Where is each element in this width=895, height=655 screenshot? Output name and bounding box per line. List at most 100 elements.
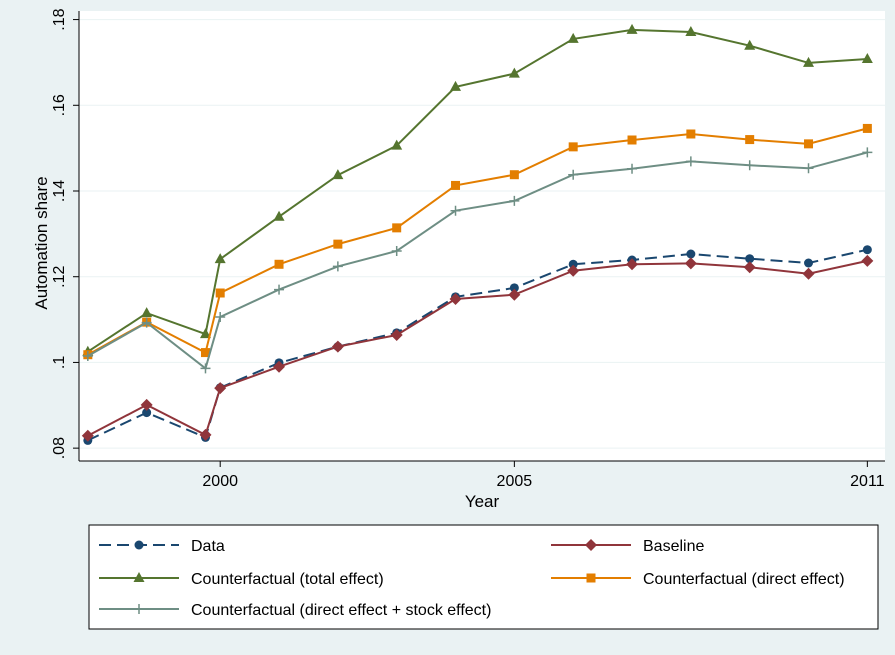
data-point <box>215 312 226 322</box>
data-point <box>142 408 152 418</box>
data-point <box>745 254 755 264</box>
data-point <box>333 239 343 249</box>
x-tick-label: 2000 <box>202 473 238 490</box>
legend-marker <box>133 572 145 582</box>
data-point <box>331 340 344 353</box>
data-point <box>332 261 343 272</box>
y-tick-label: .1 <box>51 356 68 369</box>
data-point <box>200 348 210 358</box>
data-point <box>273 210 285 221</box>
legend-item: Counterfactual (total effect) <box>99 571 384 588</box>
data-point <box>743 261 756 274</box>
legend-label: Data <box>191 538 225 555</box>
legend-label: Counterfactual (total effect) <box>191 571 384 588</box>
data-point <box>862 123 872 133</box>
data-point <box>392 223 402 233</box>
data-point <box>862 147 873 158</box>
data-point <box>509 170 519 180</box>
data-point <box>508 288 521 301</box>
data-point <box>804 139 814 149</box>
data-point <box>509 195 520 206</box>
legend: Data Baseline Counterfactual (total effect… <box>88 524 879 630</box>
data-point <box>274 259 284 269</box>
data-point <box>568 169 579 180</box>
legend-marker <box>134 604 144 614</box>
x-tick-label: 2011 <box>850 473 885 490</box>
y-axis-title: Automation share <box>32 176 51 309</box>
data-point <box>685 26 697 36</box>
data-point <box>214 382 227 395</box>
data-point <box>214 253 226 264</box>
data-point <box>332 169 344 180</box>
x-tick-label: 2005 <box>497 473 533 490</box>
data-point <box>686 249 696 259</box>
data-point <box>627 135 637 145</box>
data-point <box>391 139 403 150</box>
data-point <box>803 56 815 67</box>
data-point <box>626 258 639 271</box>
legend-marker <box>586 573 596 583</box>
data-point <box>509 283 519 293</box>
y-tick-label: .12 <box>51 265 68 287</box>
data-point <box>391 246 402 256</box>
legend-item: Baseline <box>551 538 704 555</box>
data-point <box>626 23 638 34</box>
legend-label: Counterfactual (direct effect) <box>643 571 845 588</box>
series-1 <box>81 254 874 442</box>
data-point <box>684 257 697 270</box>
data-point <box>862 245 872 255</box>
plot-area <box>79 11 885 461</box>
data-point <box>861 53 873 63</box>
data-point <box>568 259 578 269</box>
data-point <box>273 360 286 373</box>
data-point <box>141 317 152 328</box>
data-point <box>450 205 461 216</box>
data-point <box>140 398 153 411</box>
data-point <box>199 428 212 441</box>
series-3 <box>83 123 872 360</box>
legend-marker <box>585 539 597 551</box>
data-point <box>451 180 461 190</box>
data-point <box>685 156 696 167</box>
data-point <box>274 284 285 295</box>
data-point <box>390 329 403 341</box>
data-point <box>745 135 755 145</box>
data-point <box>200 363 211 374</box>
data-point <box>449 293 462 305</box>
legend-marker <box>134 540 144 550</box>
data-point <box>81 429 94 442</box>
x-ticks: 2000 2005 2011 <box>202 461 885 490</box>
data-point <box>199 328 211 339</box>
series-4 <box>82 147 873 374</box>
data-point <box>686 129 696 139</box>
data-point <box>861 254 874 267</box>
data-point <box>803 163 814 174</box>
legend-item: Data <box>99 538 225 555</box>
legend-item: Counterfactual (direct effect) <box>551 571 845 588</box>
data-point <box>450 80 462 91</box>
data-point <box>804 258 814 268</box>
y-ticks: .08 .1 .12 .14 .16 .18 <box>51 8 79 459</box>
axes <box>78 11 885 462</box>
data-point <box>744 160 755 171</box>
legend-label: Baseline <box>643 538 704 555</box>
y-tick-label: .16 <box>51 94 68 116</box>
data-point <box>568 142 578 152</box>
data-point <box>567 32 579 43</box>
data-point <box>141 307 153 318</box>
y-tick-label: .18 <box>51 8 68 30</box>
x-axis-title: Year <box>465 492 500 511</box>
grid <box>79 19 885 449</box>
data-point <box>215 288 225 298</box>
data-point <box>508 67 520 78</box>
legend-label: Counterfactual (direct effect + stock ef… <box>191 602 491 619</box>
data-point <box>802 267 815 280</box>
y-tick-label: .14 <box>51 180 68 202</box>
data-point <box>567 264 580 277</box>
data-point <box>744 39 756 50</box>
data-point <box>82 351 93 361</box>
y-tick-label: .08 <box>51 437 68 459</box>
series <box>81 23 874 445</box>
legend-item: Counterfactual (direct effect + stock ef… <box>99 602 491 619</box>
